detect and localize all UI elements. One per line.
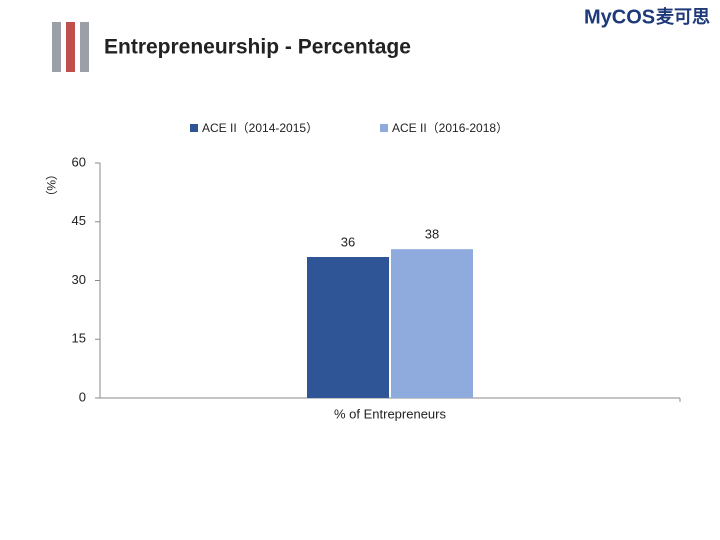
logo-brand: MyCOS [584,6,655,28]
legend-swatch [190,124,198,132]
y-tick-label: 45 [72,213,86,228]
decor-bar [80,22,89,72]
decor-bar [52,22,61,72]
decor [52,22,89,72]
y-tick-label: 60 [72,154,86,169]
legend-label: ACE II（2016-2018） [392,121,508,135]
legend-swatch [380,124,388,132]
y-tick-label: 0 [79,389,86,404]
bar [391,249,473,398]
bar [307,257,389,398]
y-tick-label: 15 [72,331,86,346]
value-label: 38 [425,227,439,242]
legend-label: ACE II（2014-2015） [202,121,318,135]
logo-chinese: 麦可思 [656,6,710,27]
value-label: 36 [341,234,355,249]
y-tick-label: 30 [72,272,86,287]
chart-title: Entrepreneurship - Percentage [104,36,411,59]
decor-bar [66,22,75,72]
y-axis-label: （%） [44,168,58,203]
x-tick-label: % of Entrepreneurs [334,406,447,421]
